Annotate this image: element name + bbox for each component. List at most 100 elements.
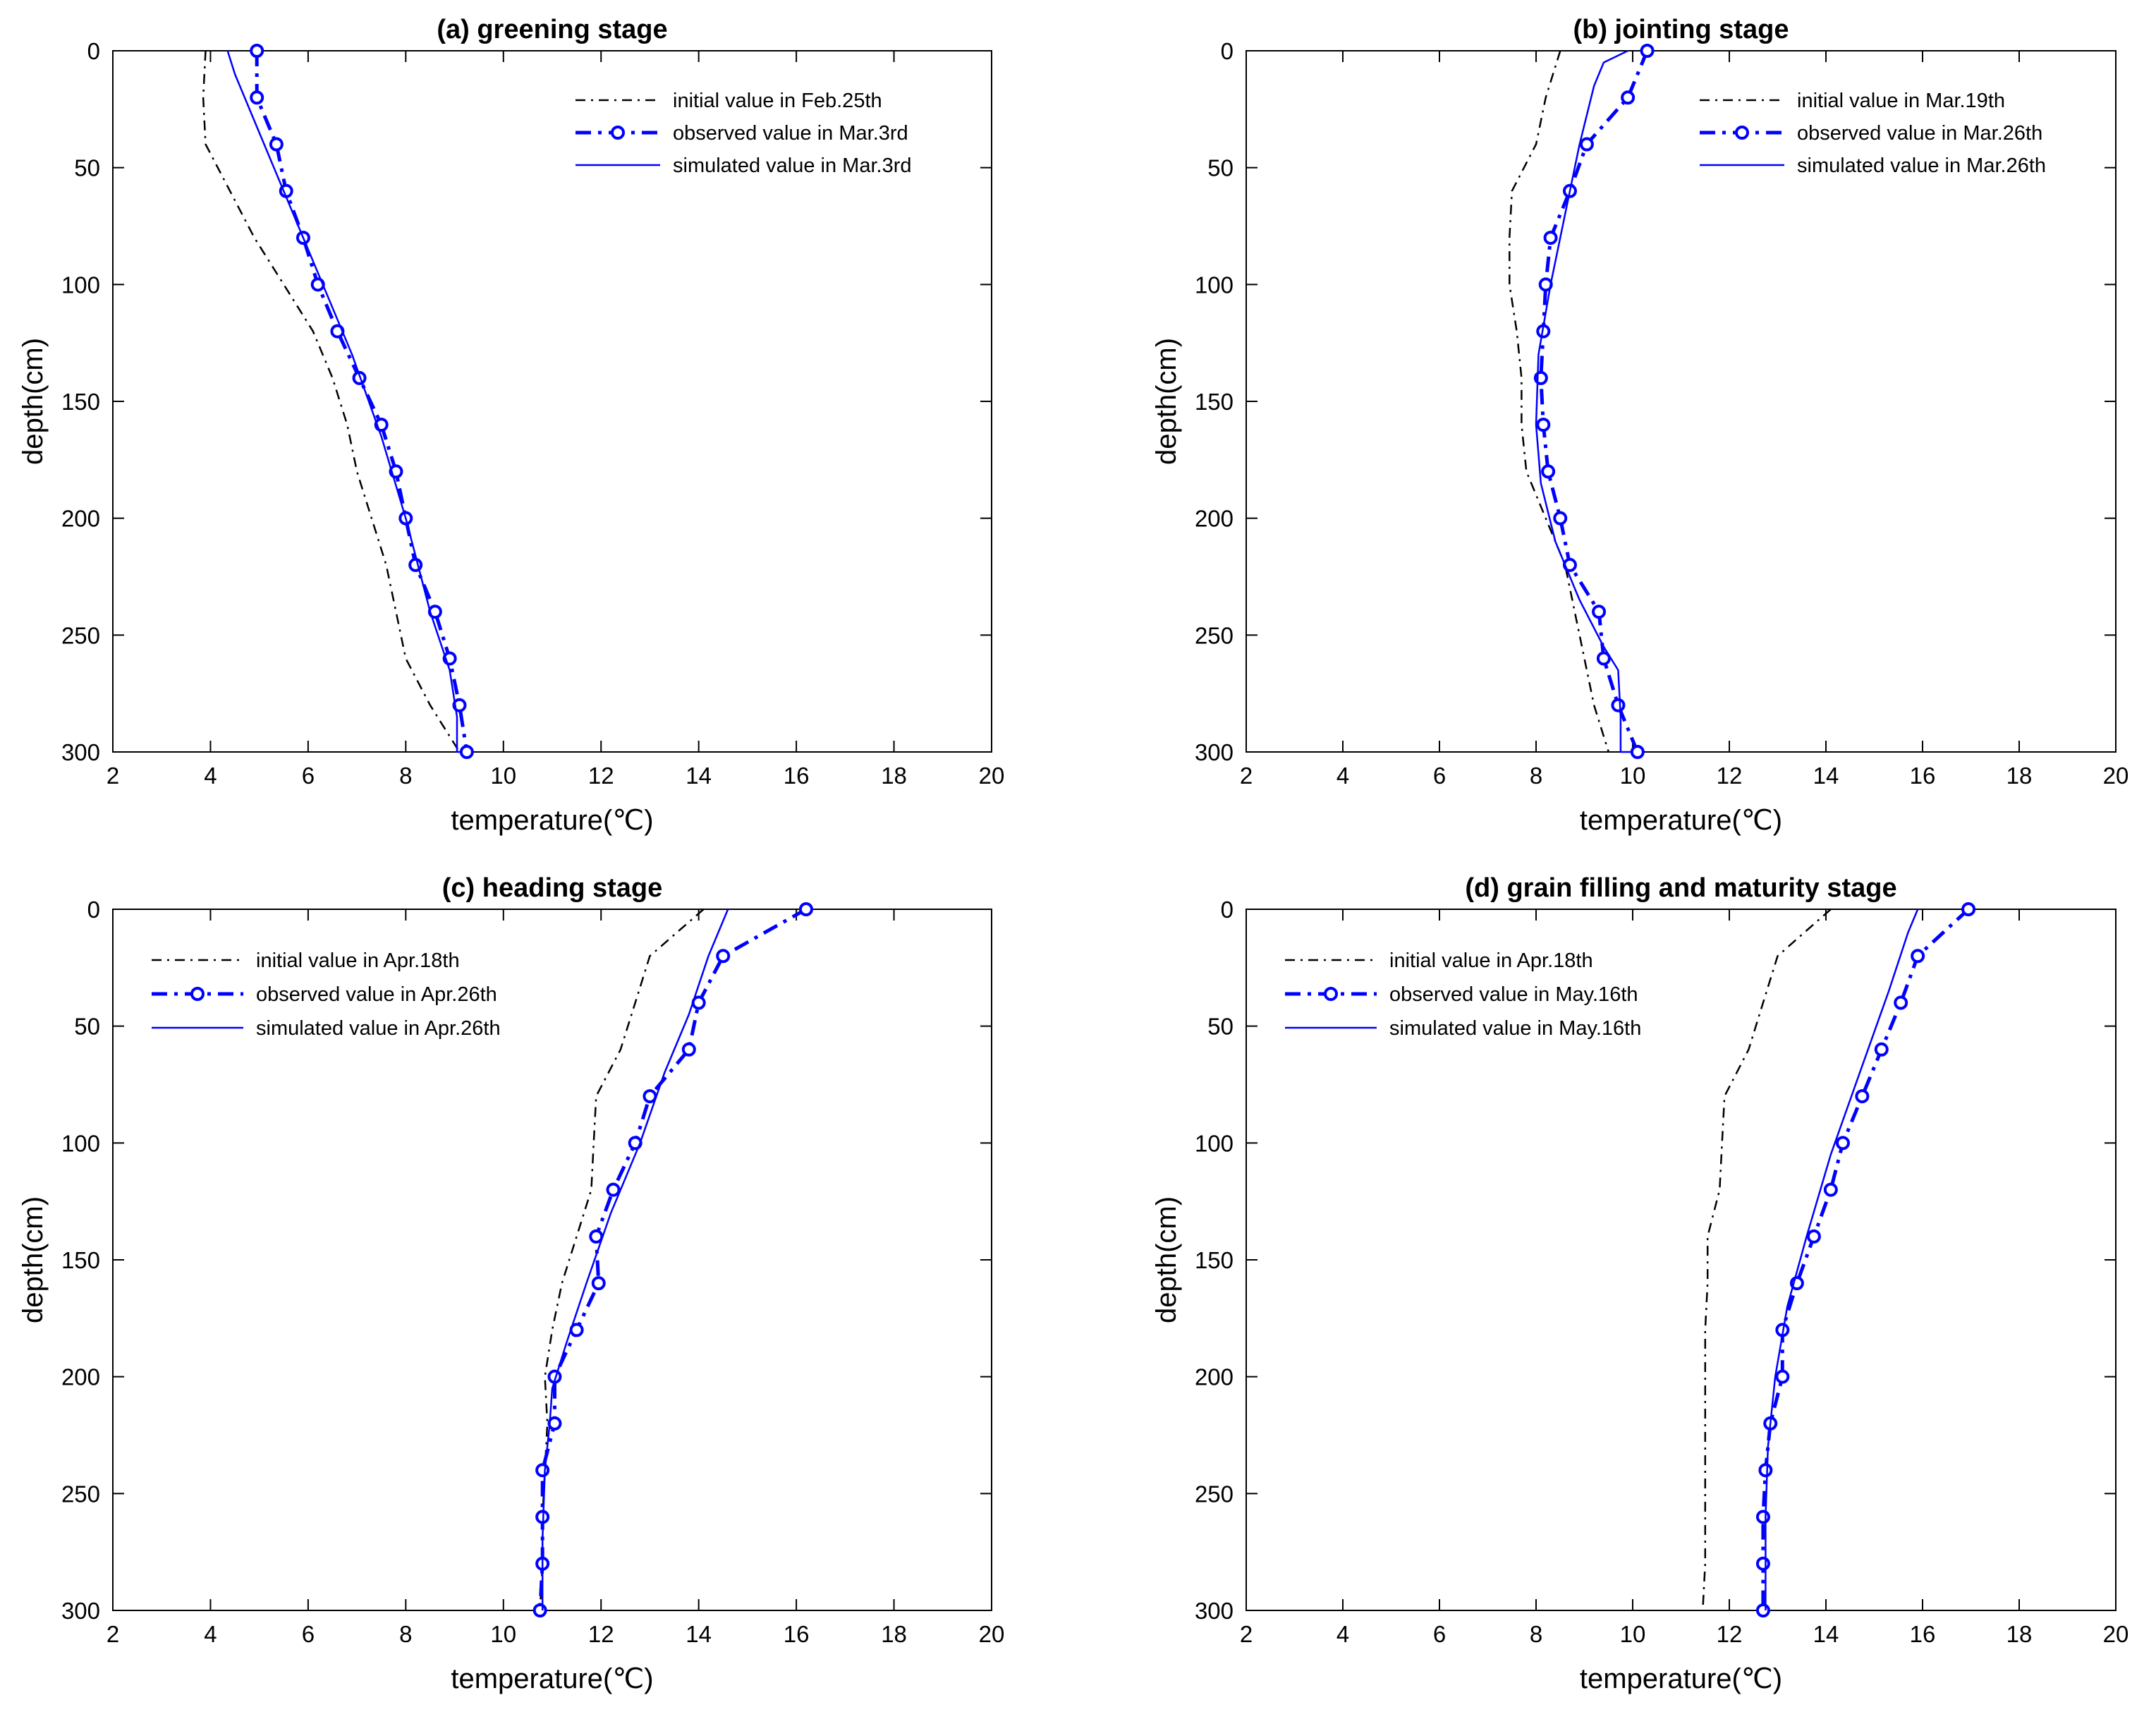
legend-marker bbox=[190, 987, 205, 1001]
legend-label: simulated value in May.16th bbox=[1389, 1017, 1641, 1040]
series-line-2 bbox=[226, 50, 460, 753]
series-line-0 bbox=[202, 50, 461, 753]
data-point bbox=[1755, 1556, 1770, 1571]
legend-marker bbox=[1735, 126, 1749, 140]
x-tick-label: 14 bbox=[686, 763, 712, 789]
data-point bbox=[681, 1042, 696, 1057]
legend-label: simulated value in Mar.26th bbox=[1797, 154, 2046, 177]
chart-title: (c) heading stage bbox=[442, 873, 663, 903]
y-tick-label: 100 bbox=[61, 272, 100, 298]
series-line-0 bbox=[1702, 909, 1832, 1611]
x-tick-label: 12 bbox=[588, 1621, 614, 1647]
y-tick-label: 100 bbox=[1195, 272, 1234, 298]
data-point bbox=[1911, 949, 1925, 964]
legend-label: initial value in Feb.25th bbox=[673, 90, 882, 112]
x-tick-label: 10 bbox=[1620, 763, 1646, 789]
data-point bbox=[1541, 464, 1556, 479]
y-tick-label: 200 bbox=[61, 1364, 100, 1390]
series-line-1 bbox=[1539, 50, 1649, 753]
x-tick-label: 12 bbox=[588, 763, 614, 789]
x-tick-label: 8 bbox=[399, 763, 412, 789]
y-tick-label: 300 bbox=[1195, 1598, 1234, 1624]
data-point bbox=[1611, 698, 1626, 712]
data-point bbox=[1806, 1229, 1821, 1244]
y-axis-label: depth(cm) bbox=[18, 1196, 49, 1323]
data-point bbox=[1579, 137, 1594, 152]
x-axis-label: temperature(℃) bbox=[1580, 1663, 1782, 1694]
data-point bbox=[589, 1229, 604, 1244]
x-tick-label: 20 bbox=[2103, 1621, 2129, 1647]
legend-marker bbox=[611, 126, 625, 140]
legend-label: observed value in Mar.3rd bbox=[673, 122, 908, 145]
data-point bbox=[1874, 1042, 1889, 1057]
data-point bbox=[1755, 1510, 1770, 1524]
x-tick-label: 4 bbox=[1336, 763, 1349, 789]
x-tick-label: 8 bbox=[1530, 763, 1542, 789]
data-point bbox=[642, 1089, 657, 1104]
x-tick-label: 6 bbox=[1433, 1621, 1446, 1647]
y-axis-label: depth(cm) bbox=[1151, 338, 1182, 465]
x-tick-label: 18 bbox=[881, 763, 907, 789]
series-line-1 bbox=[1761, 908, 1970, 1610]
y-tick-label: 50 bbox=[74, 1014, 100, 1040]
y-tick-label: 150 bbox=[1195, 1247, 1234, 1273]
x-tick-label: 4 bbox=[204, 1621, 217, 1647]
legend-label: simulated value in Apr.26th bbox=[256, 1017, 501, 1040]
x-tick-label: 12 bbox=[1717, 763, 1743, 789]
y-tick-label: 250 bbox=[61, 1481, 100, 1507]
y-tick-label: 200 bbox=[1195, 506, 1234, 532]
x-tick-label: 2 bbox=[106, 1621, 119, 1647]
data-point bbox=[1596, 651, 1611, 666]
y-tick-label: 250 bbox=[1195, 622, 1234, 648]
data-point bbox=[1630, 745, 1645, 759]
legend-label: observed value in Apr.26th bbox=[256, 983, 497, 1006]
plot-frame bbox=[1246, 909, 2117, 1611]
y-tick-label: 300 bbox=[61, 739, 100, 765]
y-axis-label: depth(cm) bbox=[18, 338, 49, 465]
data-point bbox=[1894, 995, 1908, 1010]
legend-label: simulated value in Mar.3rd bbox=[673, 154, 912, 177]
x-tick-label: 20 bbox=[979, 763, 1005, 789]
data-point bbox=[1775, 1369, 1790, 1384]
x-tick-label: 6 bbox=[1433, 763, 1446, 789]
legend-label: initial value in Apr.18th bbox=[1389, 949, 1593, 972]
y-tick-label: 300 bbox=[1195, 739, 1234, 765]
data-point bbox=[1621, 90, 1636, 105]
chart-title: (a) greening stage bbox=[437, 15, 667, 44]
y-tick-label: 300 bbox=[61, 1598, 100, 1624]
data-point bbox=[532, 1603, 547, 1617]
y-tick-label: 0 bbox=[1221, 897, 1234, 923]
x-tick-label: 10 bbox=[490, 763, 516, 789]
y-tick-label: 200 bbox=[1195, 1364, 1234, 1390]
y-tick-label: 100 bbox=[1195, 1130, 1234, 1156]
y-tick-label: 150 bbox=[61, 1247, 100, 1273]
x-tick-label: 14 bbox=[686, 1621, 712, 1647]
y-tick-label: 150 bbox=[1195, 389, 1234, 415]
data-point bbox=[1835, 1136, 1850, 1151]
legend-label: observed value in May.16th bbox=[1389, 983, 1638, 1006]
y-axis-label: depth(cm) bbox=[1151, 1196, 1182, 1323]
y-tick-label: 0 bbox=[87, 38, 100, 64]
y-tick-label: 250 bbox=[1195, 1481, 1234, 1507]
x-tick-label: 14 bbox=[1813, 763, 1839, 789]
data-point bbox=[1592, 605, 1607, 619]
y-tick-label: 50 bbox=[1207, 155, 1234, 181]
x-tick-label: 6 bbox=[302, 1621, 315, 1647]
y-tick-label: 0 bbox=[1221, 38, 1234, 64]
x-tick-label: 16 bbox=[1910, 763, 1936, 789]
series-line-2 bbox=[1765, 909, 1919, 1610]
y-tick-label: 50 bbox=[1207, 1014, 1234, 1040]
y-tick-label: 0 bbox=[87, 897, 100, 923]
data-point bbox=[1640, 44, 1655, 58]
legend-label: initial value in Mar.19th bbox=[1797, 90, 2005, 112]
x-tick-label: 2 bbox=[106, 763, 119, 789]
data-point bbox=[1553, 511, 1568, 526]
chart-title: (b) jointing stage bbox=[1573, 15, 1789, 44]
x-tick-label: 20 bbox=[2103, 763, 2129, 789]
series-line-0 bbox=[539, 909, 705, 1611]
x-tick-label: 16 bbox=[784, 763, 810, 789]
y-tick-label: 250 bbox=[61, 622, 100, 648]
